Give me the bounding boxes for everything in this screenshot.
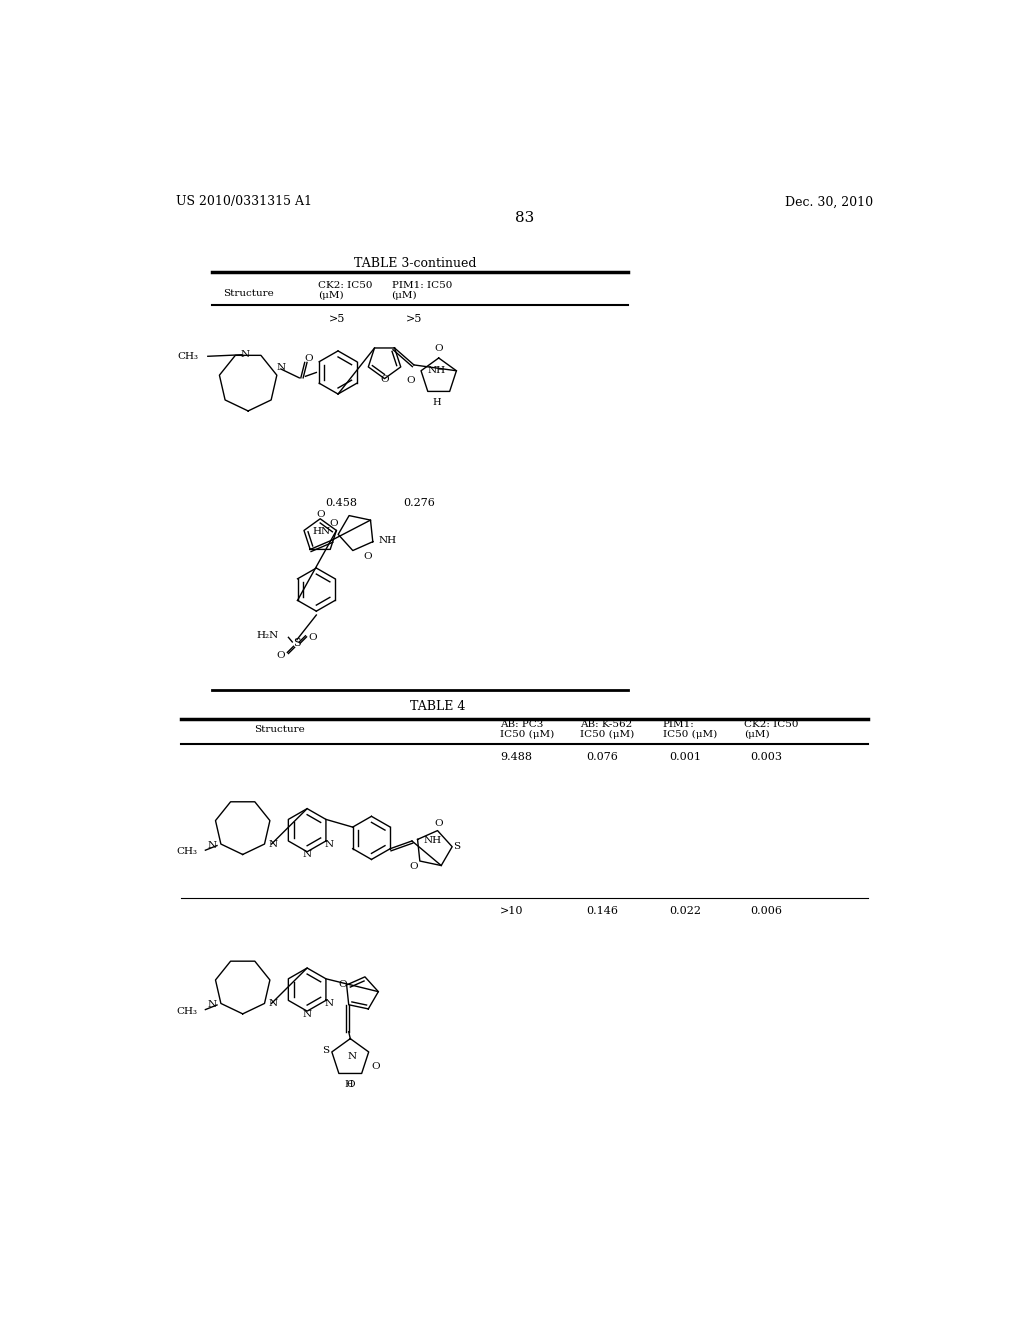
- Text: 0.022: 0.022: [669, 907, 701, 916]
- Text: NH: NH: [427, 366, 445, 375]
- Text: N: N: [324, 999, 333, 1008]
- Text: CK2: IC50: CK2: IC50: [317, 281, 373, 290]
- Text: US 2010/0331315 A1: US 2010/0331315 A1: [176, 195, 312, 209]
- Text: O: O: [315, 510, 325, 519]
- Text: PIM1:: PIM1:: [663, 719, 694, 729]
- Text: (μM): (μM): [744, 730, 770, 739]
- Text: O: O: [410, 862, 419, 871]
- Text: H: H: [433, 399, 441, 407]
- Text: CH₃: CH₃: [176, 1007, 198, 1015]
- Text: O: O: [276, 651, 286, 660]
- Text: >5: >5: [406, 314, 422, 323]
- Text: N: N: [347, 1052, 356, 1061]
- Text: N: N: [302, 1010, 311, 1019]
- Text: 0.006: 0.006: [751, 907, 782, 916]
- Text: IC50 (μM): IC50 (μM): [663, 730, 717, 739]
- Text: IC50 (μM): IC50 (μM): [500, 730, 554, 739]
- Text: 0.276: 0.276: [403, 499, 435, 508]
- Text: S: S: [323, 1045, 330, 1055]
- Text: Structure: Structure: [223, 289, 273, 297]
- Text: (μM): (μM): [317, 290, 343, 300]
- Text: 0.003: 0.003: [751, 752, 782, 763]
- Text: TABLE 3-continued: TABLE 3-continued: [353, 257, 476, 271]
- Text: (μM): (μM): [391, 290, 417, 300]
- Text: O: O: [338, 979, 347, 989]
- Text: CK2: IC50: CK2: IC50: [744, 719, 799, 729]
- Text: Structure: Structure: [254, 725, 304, 734]
- Text: O: O: [330, 519, 338, 528]
- Text: TABLE 4: TABLE 4: [411, 700, 466, 713]
- Text: >10: >10: [500, 907, 523, 916]
- Text: 83: 83: [515, 211, 535, 224]
- Text: H: H: [344, 1080, 353, 1089]
- Text: H₂N: H₂N: [257, 631, 280, 640]
- Text: 0.001: 0.001: [669, 752, 701, 763]
- Text: 9.488: 9.488: [500, 752, 532, 763]
- Text: O: O: [308, 632, 317, 642]
- Text: IC50 (μM): IC50 (μM): [580, 730, 634, 739]
- Text: O: O: [364, 552, 372, 561]
- Text: CH₃: CH₃: [177, 352, 199, 360]
- Text: O: O: [435, 818, 443, 828]
- Text: NH: NH: [379, 536, 397, 545]
- Text: O: O: [346, 1080, 354, 1089]
- Text: O: O: [305, 354, 313, 363]
- Text: NH: NH: [424, 837, 442, 846]
- Text: PIM1: IC50: PIM1: IC50: [391, 281, 452, 290]
- Text: S: S: [454, 842, 461, 851]
- Text: S: S: [293, 639, 301, 648]
- Text: 0.146: 0.146: [586, 907, 618, 916]
- Text: N: N: [268, 840, 278, 849]
- Text: N: N: [208, 1001, 217, 1010]
- Text: O: O: [434, 345, 443, 354]
- Text: AB: PC3: AB: PC3: [500, 719, 544, 729]
- Text: N: N: [276, 363, 286, 372]
- Text: N: N: [302, 850, 311, 859]
- Text: HN: HN: [312, 527, 331, 536]
- Text: O: O: [407, 376, 415, 385]
- Text: 0.458: 0.458: [326, 499, 357, 508]
- Text: AB: K-562: AB: K-562: [580, 719, 632, 729]
- Text: >5: >5: [329, 314, 345, 323]
- Text: 0.076: 0.076: [586, 752, 617, 763]
- Text: CH₃: CH₃: [176, 847, 198, 857]
- Text: O: O: [372, 1061, 380, 1071]
- Text: N: N: [268, 999, 278, 1008]
- Text: N: N: [208, 841, 217, 850]
- Text: N: N: [324, 840, 333, 849]
- Text: Dec. 30, 2010: Dec. 30, 2010: [785, 195, 873, 209]
- Text: O: O: [380, 375, 389, 384]
- Text: N: N: [241, 350, 250, 359]
